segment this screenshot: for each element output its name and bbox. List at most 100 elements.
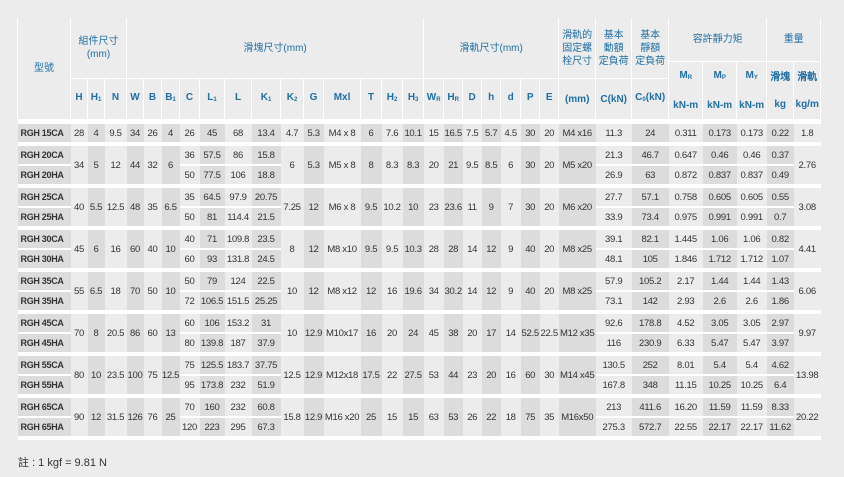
cell-g: 12: [303, 188, 324, 226]
model-cell: RGH 45CA: [17, 314, 71, 334]
cell-mp: 1.06: [702, 230, 737, 250]
cell-k2: 7.25: [280, 188, 304, 226]
cell-dyn: 27.7: [595, 188, 632, 208]
header-col-n: N: [103, 78, 128, 120]
header-col-k2: K2: [280, 78, 305, 120]
cell-mr: 1.445: [668, 230, 703, 250]
cell-l1: 81: [199, 207, 225, 226]
cell-b1: 6: [161, 146, 180, 184]
cell-kg: 0.22: [766, 124, 794, 142]
cell-k1: 18.8: [251, 165, 281, 184]
table-row: RGH 55CA 80 10 23.5 100 75 12.5 75 125.5 183.7 37.…: [17, 356, 821, 394]
cell-d: 23: [462, 356, 482, 394]
header-moment: 容許靜力矩: [668, 18, 768, 62]
cell-c: 120: [179, 417, 200, 436]
header-moment-label: 容許靜力矩: [692, 34, 743, 45]
cell-n: 16: [104, 230, 127, 268]
cell-l: 114.4: [224, 207, 252, 226]
cell-k1: 67.3: [251, 417, 281, 436]
cell-dyn: 26.9: [595, 165, 632, 184]
col-symbol: H: [386, 92, 394, 103]
cell-my: 11.59: [736, 398, 767, 418]
col-symbol: T: [367, 92, 375, 103]
cell-mp: 0.173: [702, 124, 737, 142]
cell-k1: 31: [251, 314, 281, 334]
cell-d: 6: [500, 146, 521, 184]
cell-e: 35: [539, 398, 559, 436]
cell-h3: 27.5: [402, 356, 424, 394]
cell-dyn: 167.8: [595, 375, 632, 394]
cell-e: 20: [539, 230, 559, 268]
cell-e: 20: [539, 124, 559, 142]
col-symbol: H: [447, 92, 455, 103]
cell-c: 95: [179, 375, 200, 394]
cell-h: 45: [70, 230, 88, 268]
cell-my: 0.991: [736, 207, 767, 226]
col-symbol: B: [165, 92, 173, 103]
cell-hr: 16.5: [443, 124, 463, 142]
cell-kg: 3.97: [766, 333, 794, 352]
cell-p: 75: [520, 398, 540, 436]
cell-l: 153.2: [224, 314, 252, 334]
cell-c: 60: [179, 314, 200, 334]
header-dynamic-load: 基本 動額 定負荷: [595, 18, 633, 79]
cell-l: 183.7: [224, 356, 252, 376]
cell-h: 28: [70, 124, 88, 142]
cell-b: 35: [143, 188, 162, 226]
cell-h: 80: [70, 356, 88, 394]
cell-kg: 1.07: [766, 249, 794, 268]
cell-t: 9.5: [360, 188, 382, 226]
cell-bolt: M16x50: [558, 398, 596, 436]
cell-c: 35: [179, 188, 200, 208]
moment-unit: kN-m: [707, 100, 733, 111]
cell-kg: 4.62: [766, 356, 794, 376]
cell-st: 411.6: [631, 398, 669, 418]
header-model: 型號: [17, 18, 71, 120]
model-cell: RGH 65HA: [17, 417, 71, 436]
cell-b1: 10: [161, 230, 180, 268]
cell-p: 30: [520, 188, 540, 226]
cell-st: 142: [631, 291, 669, 310]
cell-h1: 5.5: [87, 188, 105, 226]
cell-d: 9: [500, 230, 521, 268]
header-col-hr: HR: [443, 78, 464, 120]
cell-dyn: 92.6: [595, 314, 632, 334]
header-bolt-unit: (mm): [558, 78, 597, 120]
cell-l: 97.9: [224, 188, 252, 208]
cell-c: 50: [179, 207, 200, 226]
header-col-h3: H3: [402, 78, 425, 120]
model-cell: RGH 15CA: [17, 124, 71, 142]
col-subscript: 2: [393, 97, 398, 103]
header-col-h: H: [70, 78, 88, 120]
cell-g: 12.9: [303, 356, 324, 394]
header-assembly: 組件尺寸 (mm): [69, 18, 128, 79]
cell-l: 86: [224, 146, 252, 166]
cell-e: 20: [539, 146, 559, 184]
cell-rail: 4.41: [793, 230, 821, 268]
cell-kg: 0.82: [766, 230, 794, 250]
cell-my: 0.173: [736, 124, 767, 142]
moment-symbol: M: [713, 70, 722, 81]
cell-mxl: M6 x 8: [323, 188, 361, 226]
cell-mxl: M4 x 8: [323, 124, 361, 142]
cell-d: 14: [462, 230, 482, 268]
col-symbol: H: [90, 92, 98, 103]
cell-b1: 25: [161, 398, 180, 436]
cell-h: 17: [481, 314, 501, 352]
cell-dyn: 39.1: [595, 230, 632, 250]
cell-c: 50: [179, 165, 200, 184]
c0-subscript: 0: [642, 97, 646, 103]
c0-symbol: C: [635, 92, 643, 103]
cell-st: 572.7: [631, 417, 669, 436]
header-col-b: B: [143, 78, 163, 120]
model-cell: RGH 55HA: [17, 375, 71, 394]
cell-st: 230.9: [631, 333, 669, 352]
cell-l: 232: [224, 375, 252, 394]
cell-l1: 77.5: [199, 165, 225, 184]
header-bolt: 滑軌的 固定螺 栓尺寸: [558, 18, 597, 79]
header-col-g: G: [303, 78, 325, 120]
cell-l: 232: [224, 398, 252, 418]
cell-rail: 2.76: [793, 146, 821, 184]
cell-h1: 6: [87, 230, 105, 268]
model-cell: RGH 30CA: [17, 230, 71, 250]
